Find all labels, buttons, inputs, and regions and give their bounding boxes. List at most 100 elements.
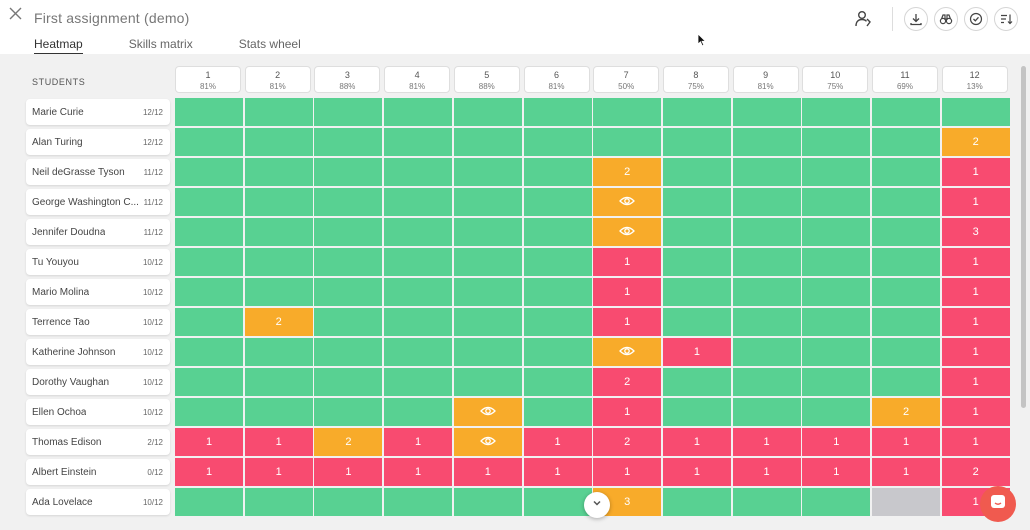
heatmap-cell[interactable]: 1: [872, 428, 940, 456]
heatmap-cell[interactable]: [453, 488, 522, 516]
heatmap-cell[interactable]: 1: [732, 458, 801, 486]
heatmap-cell[interactable]: 1: [941, 308, 1010, 336]
scroll-down-button[interactable]: [584, 492, 610, 518]
heatmap-cell[interactable]: [384, 218, 453, 246]
heatmap-cell[interactable]: [732, 218, 801, 246]
heatmap-cell[interactable]: [662, 308, 731, 336]
heatmap-cell[interactable]: [523, 188, 592, 216]
column-header-2[interactable]: 2 81%: [244, 66, 311, 93]
heatmap-cell[interactable]: [802, 158, 871, 186]
tab-heatmap[interactable]: Heatmap: [34, 37, 83, 55]
heatmap-cell[interactable]: 2: [941, 128, 1010, 156]
heatmap-cell[interactable]: [314, 308, 383, 336]
column-header-1[interactable]: 1 81%: [175, 66, 241, 93]
heatmap-cell[interactable]: [453, 428, 522, 456]
chat-button[interactable]: [980, 486, 1016, 522]
heatmap-cell[interactable]: 1: [802, 428, 871, 456]
heatmap-cell[interactable]: 1: [941, 338, 1010, 366]
heatmap-cell[interactable]: [453, 128, 522, 156]
close-icon[interactable]: [6, 4, 26, 24]
heatmap-cell[interactable]: [802, 218, 871, 246]
heatmap-cell[interactable]: 1: [593, 398, 662, 426]
student-row-label[interactable]: Thomas Edison 2/12: [26, 429, 170, 455]
heatmap-cell[interactable]: 1: [941, 368, 1010, 396]
heatmap-cell[interactable]: 1: [941, 188, 1010, 216]
column-header-5[interactable]: 5 88%: [453, 66, 520, 93]
heatmap-cell[interactable]: [802, 398, 871, 426]
heatmap-cell[interactable]: [453, 338, 522, 366]
heatmap-cell[interactable]: [314, 488, 383, 516]
heatmap-cell[interactable]: 1: [593, 308, 662, 336]
heatmap-cell[interactable]: [941, 98, 1010, 126]
heatmap-cell[interactable]: [732, 128, 801, 156]
heatmap-cell[interactable]: [593, 98, 662, 126]
heatmap-cell[interactable]: [175, 278, 243, 306]
heatmap-cell[interactable]: 1: [941, 158, 1010, 186]
heatmap-cell[interactable]: [523, 218, 592, 246]
heatmap-cell[interactable]: [593, 338, 662, 366]
heatmap-cell[interactable]: [802, 308, 871, 336]
heatmap-cell[interactable]: 1: [175, 458, 243, 486]
heatmap-cell[interactable]: [523, 278, 592, 306]
heatmap-cell[interactable]: 2: [593, 368, 662, 396]
heatmap-cell[interactable]: [872, 98, 940, 126]
heatmap-cell[interactable]: [244, 368, 313, 396]
heatmap-cell[interactable]: 2: [941, 458, 1010, 486]
heatmap-cell[interactable]: [593, 128, 662, 156]
heatmap-cell[interactable]: 1: [662, 458, 731, 486]
column-header-6[interactable]: 6 81%: [523, 66, 590, 93]
heatmap-cell[interactable]: [384, 188, 453, 216]
heatmap-cell[interactable]: 1: [941, 398, 1010, 426]
heatmap-cell[interactable]: [523, 338, 592, 366]
heatmap-cell[interactable]: [314, 128, 383, 156]
heatmap-cell[interactable]: 2: [593, 428, 662, 456]
heatmap-cell[interactable]: 1: [453, 458, 522, 486]
heatmap-cell[interactable]: [802, 128, 871, 156]
heatmap-cell[interactable]: [244, 158, 313, 186]
heatmap-cell[interactable]: [384, 158, 453, 186]
heatmap-cell[interactable]: [314, 278, 383, 306]
heatmap-cell[interactable]: [175, 398, 243, 426]
heatmap-cell[interactable]: [314, 218, 383, 246]
heatmap-cell[interactable]: 2: [244, 308, 313, 336]
sort-icon[interactable]: [994, 7, 1018, 31]
heatmap-cell[interactable]: [384, 278, 453, 306]
heatmap-cell[interactable]: 1: [941, 428, 1010, 456]
heatmap-cell[interactable]: [384, 338, 453, 366]
heatmap-cell[interactable]: [384, 248, 453, 276]
heatmap-cell[interactable]: [662, 98, 731, 126]
heatmap-cell[interactable]: 1: [732, 428, 801, 456]
heatmap-cell[interactable]: [802, 278, 871, 306]
heatmap-cell[interactable]: [732, 278, 801, 306]
student-row-label[interactable]: Mario Molina 10/12: [26, 279, 170, 305]
heatmap-cell[interactable]: [872, 278, 940, 306]
heatmap-cell[interactable]: [732, 368, 801, 396]
heatmap-cell[interactable]: 2: [872, 398, 940, 426]
heatmap-cell[interactable]: [732, 98, 801, 126]
heatmap-cell[interactable]: [175, 338, 243, 366]
heatmap-cell[interactable]: [244, 488, 313, 516]
heatmap-cell[interactable]: [453, 308, 522, 336]
heatmap-cell[interactable]: 1: [523, 428, 592, 456]
heatmap-cell[interactable]: 1: [593, 248, 662, 276]
heatmap-cell[interactable]: [662, 248, 731, 276]
heatmap-cell[interactable]: [802, 338, 871, 366]
student-row-label[interactable]: Tu Youyou 10/12: [26, 249, 170, 275]
heatmap-cell[interactable]: [802, 488, 871, 516]
heatmap-cell[interactable]: [523, 98, 592, 126]
heatmap-cell[interactable]: [872, 128, 940, 156]
heatmap-cell[interactable]: [523, 128, 592, 156]
heatmap-cell[interactable]: [523, 398, 592, 426]
download-icon[interactable]: [904, 7, 928, 31]
heatmap-cell[interactable]: [523, 248, 592, 276]
heatmap-cell[interactable]: [872, 488, 940, 516]
heatmap-cell[interactable]: 1: [244, 458, 313, 486]
heatmap-cell[interactable]: 1: [872, 458, 940, 486]
heatmap-cell[interactable]: [175, 248, 243, 276]
student-row-label[interactable]: Marie Curie 12/12: [26, 99, 170, 125]
student-row-label[interactable]: Terrence Tao 10/12: [26, 309, 170, 335]
heatmap-cell[interactable]: 2: [593, 158, 662, 186]
column-header-9[interactable]: 9 81%: [732, 66, 799, 93]
heatmap-cell[interactable]: 1: [802, 458, 871, 486]
heatmap-cell[interactable]: 1: [384, 458, 453, 486]
